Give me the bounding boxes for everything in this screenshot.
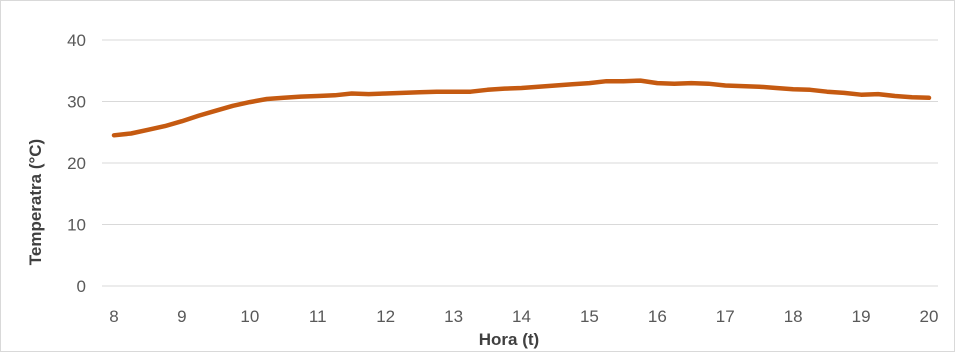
x-axis-title: Hora (t) — [479, 330, 539, 349]
gridlines — [102, 39, 938, 287]
x-tick-label: 20 — [920, 307, 939, 326]
y-tick-label: 40 — [67, 31, 86, 50]
y-axis-title: Temperatra (°C) — [26, 139, 45, 265]
y-tick-label: 0 — [77, 277, 86, 296]
x-tick-label: 13 — [444, 307, 463, 326]
x-tick-label: 10 — [240, 307, 259, 326]
x-tick-labels: 8 9 10 11 12 13 14 15 16 17 18 19 20 — [109, 307, 938, 326]
x-tick-label: 15 — [580, 307, 599, 326]
y-tick-label: 30 — [67, 93, 86, 112]
y-tick-label: 10 — [67, 216, 86, 235]
x-tick-label: 11 — [309, 307, 327, 326]
x-tick-label: 19 — [852, 307, 871, 326]
x-tick-label: 14 — [512, 307, 531, 326]
y-tick-labels: 0 10 20 30 40 — [67, 31, 86, 296]
series-lines — [111, 78, 932, 138]
series-line-0 — [111, 78, 932, 138]
x-tick-label: 8 — [109, 307, 118, 326]
x-tick-label: 18 — [784, 307, 803, 326]
x-tick-label: 12 — [376, 307, 395, 326]
x-tick-label: 17 — [716, 307, 735, 326]
x-tick-label: 9 — [177, 307, 186, 326]
y-tick-label: 20 — [67, 154, 86, 173]
x-tick-label: 16 — [648, 307, 667, 326]
